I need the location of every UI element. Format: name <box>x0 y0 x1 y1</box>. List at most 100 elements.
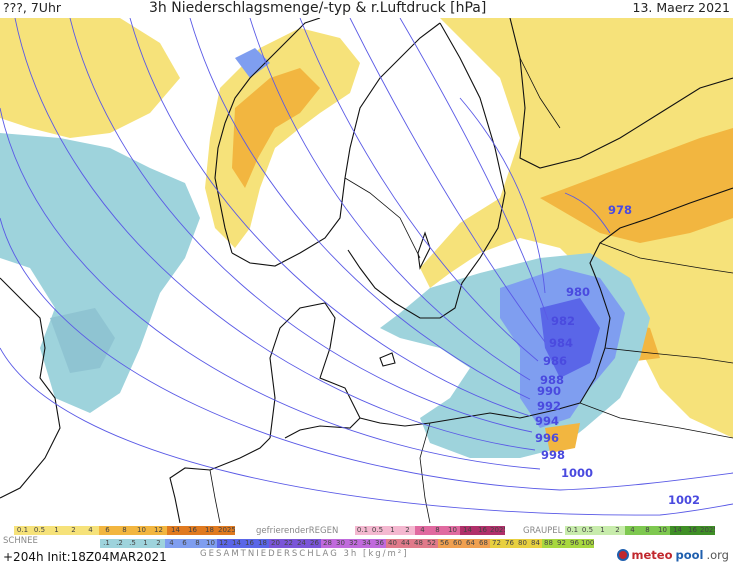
isobar-label-988: 988 <box>540 373 564 387</box>
rain-scale-cell: 14 <box>167 526 184 535</box>
snow-area-north-sea-core <box>50 308 115 373</box>
rain-area-baltic-heavy <box>540 128 733 243</box>
snow-scale-cell: .1 <box>100 539 113 548</box>
snow-scale-cell: 60 <box>451 539 464 548</box>
snow-scale-cell: 80 <box>516 539 529 548</box>
snow-scale-cell: 84 <box>529 539 542 548</box>
freezing-scale-cell: 14 <box>460 526 475 535</box>
island-gotland <box>417 231 431 270</box>
freezing-scale-cell: 10 <box>445 526 460 535</box>
isobar-line-994 <box>69 18 533 433</box>
isobar-label-990: 990 <box>537 384 561 398</box>
freezing-scale-cell: 8 <box>430 526 445 535</box>
coast-sweden-east <box>347 22 506 319</box>
isobar-lines <box>0 18 733 516</box>
isobar-label-978: 978 <box>608 203 632 217</box>
isobar-labels: 978 980 982 984 986 988 990 992 994 996 … <box>535 203 700 507</box>
snow-scale-cell: 64 <box>464 539 477 548</box>
snow-scale-cell: 14 <box>230 539 243 548</box>
brand-suffix: .org <box>706 548 729 562</box>
graupel-scale-cell: 4 <box>625 526 640 535</box>
snow-scale-cell: 88 <box>542 539 555 548</box>
isobar-line-996 <box>14 18 536 451</box>
graupel-scale-cell: 8 <box>640 526 655 535</box>
isobar-label-984: 984 <box>549 336 573 350</box>
border-netherlands-germany <box>209 469 221 523</box>
isobar-label-1002: 1002 <box>668 493 700 507</box>
coast-norway-west <box>214 18 321 254</box>
rain-scale-cell: 0.1 <box>14 526 31 535</box>
snow-scale-cell: 12 <box>217 539 230 548</box>
rain-scale-cell: 18 <box>201 526 218 535</box>
snow-scale-cell: 30 <box>334 539 347 548</box>
weather-map: 978 980 982 984 986 988 990 992 994 996 … <box>0 18 733 523</box>
isobar-label-980: 980 <box>566 285 590 299</box>
snow-scale-cell: 56 <box>438 539 451 548</box>
snow-scale-cell: 68 <box>477 539 490 548</box>
snow-scale-cell: 4 <box>165 539 178 548</box>
graupel-scale-cell: 2025+ <box>700 526 715 535</box>
snow-scale-cell: 16 <box>243 539 256 548</box>
border-sweden-finland <box>519 57 561 129</box>
isobar-label-996: 996 <box>535 431 559 445</box>
snow-scale-cell: 24 <box>295 539 308 548</box>
rain-scale-cell: 0.5 <box>31 526 48 535</box>
snow-scale-cell: 34 <box>360 539 373 548</box>
rain-scale-cell: 16 <box>184 526 201 535</box>
init-time: +204h Init:18Z04MAR2021 <box>3 550 167 564</box>
forecast-date: 13. Maerz 2021 <box>632 0 730 15</box>
snow-scale-cell: .2 <box>113 539 126 548</box>
rain-scale-cell: 2 <box>65 526 82 535</box>
snow-scale-cell: 40 <box>386 539 399 548</box>
freezing-scale-cell: 0.1 <box>355 526 370 535</box>
isobar-line-1002 <box>0 347 733 516</box>
border-estonia-latvia <box>599 242 733 274</box>
freezing-scale-cell: 4 <box>415 526 430 535</box>
island-bornholm <box>379 352 396 367</box>
isobar-line-998 <box>0 107 541 470</box>
isobar-label-998: 998 <box>541 448 565 462</box>
isobar-line-1000 <box>0 217 733 491</box>
isobar-line-984 <box>349 18 546 343</box>
border-germany-poland <box>419 422 431 523</box>
rain-scale-cell: 6 <box>99 526 116 535</box>
isobar-label-986: 986 <box>543 354 567 368</box>
snow-scale-cell: .5 <box>126 539 139 548</box>
snow-scale-cell: 6 <box>178 539 191 548</box>
isobar-line-990 <box>189 18 531 400</box>
graupel-label: GRAUPEL <box>523 526 563 536</box>
map-title: 3h Niederschlagsmenge/-typ & r.Luftdruck… <box>149 0 487 16</box>
meteopool-logo-icon <box>616 549 629 561</box>
snow-scale-cell: 22 <box>282 539 295 548</box>
snow-scale-cell: 44 <box>399 539 412 548</box>
brand-logo[interactable]: meteo pool .org <box>616 548 729 562</box>
isobar-line-982 <box>399 18 549 321</box>
forecast-time-label: ???, 7Uhr <box>3 0 62 15</box>
coast-poland <box>359 402 581 427</box>
snow-scale-cell: 92 <box>555 539 568 548</box>
brand-main: meteo <box>631 548 673 562</box>
isobar-line-980 <box>459 97 546 294</box>
freezing-scale-cell: 2 <box>400 526 415 535</box>
coast-uk <box>0 277 61 499</box>
isobar-label-1000: 1000 <box>561 466 593 480</box>
rain-scale-cell: 12 <box>150 526 167 535</box>
snow-scale-cell: 76 <box>503 539 516 548</box>
snow-scale-cell: 36 <box>373 539 386 548</box>
snow-area-north-sea <box>0 133 200 413</box>
snow-area-norway <box>235 48 270 78</box>
rain-scale-cell: 8 <box>116 526 133 535</box>
snow-scale-cell: 2 <box>152 539 165 548</box>
snow-scale-cell: 26 <box>308 539 321 548</box>
coast-netherlands <box>169 437 271 523</box>
rain-scale-cell: 1 <box>48 526 65 535</box>
graupel-scale-cell: 10 <box>655 526 670 535</box>
graupel-scale-cell: 0.5 <box>580 526 595 535</box>
snow-scale: .1.2.5 1 2 4 6 8 10 12 14 16 18 20 22 24 26 28 30 32 34 36 4… <box>100 539 594 548</box>
border-latvia-lithuania <box>604 347 733 364</box>
snow-area-baltic-heavy <box>540 298 600 378</box>
snow-scale-cell: 18 <box>256 539 269 548</box>
freezing-scale-cell: 2025+ <box>490 526 505 535</box>
